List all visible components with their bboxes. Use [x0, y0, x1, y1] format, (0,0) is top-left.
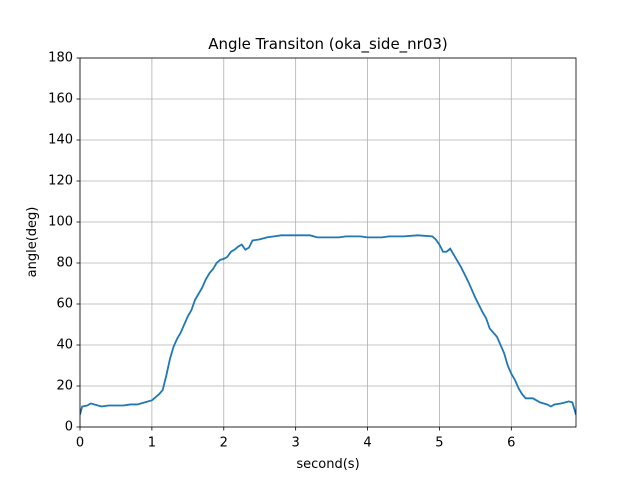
data-line	[80, 234, 576, 415]
x-tick-label: 4	[363, 436, 371, 451]
y-tick-label: 100	[48, 215, 73, 230]
x-tick-label: 0	[76, 436, 84, 451]
x-tick-label: 6	[507, 436, 515, 451]
y-tick-label: 120	[48, 174, 73, 189]
y-tick-label: 20	[56, 379, 73, 394]
x-tick-label: 3	[292, 436, 300, 451]
y-tick-label: 140	[48, 133, 73, 148]
y-tick-label: 0	[65, 420, 73, 435]
x-axis-label: second(s)	[296, 457, 359, 472]
x-tick-label: 5	[435, 436, 443, 451]
plot-frame	[79, 57, 577, 428]
y-tick-label: 180	[48, 51, 73, 66]
y-tick-label: 80	[56, 256, 73, 271]
chart-title: Angle Transiton (oka_side_nr03)	[208, 35, 448, 54]
y-tick-label: 40	[56, 338, 73, 353]
y-tick-label: 160	[48, 92, 73, 107]
x-tick-label: 2	[220, 436, 228, 451]
y-axis-label: angle(deg)	[25, 207, 40, 278]
x-tick-label: 1	[148, 436, 156, 451]
y-tick-label: 60	[56, 297, 73, 312]
